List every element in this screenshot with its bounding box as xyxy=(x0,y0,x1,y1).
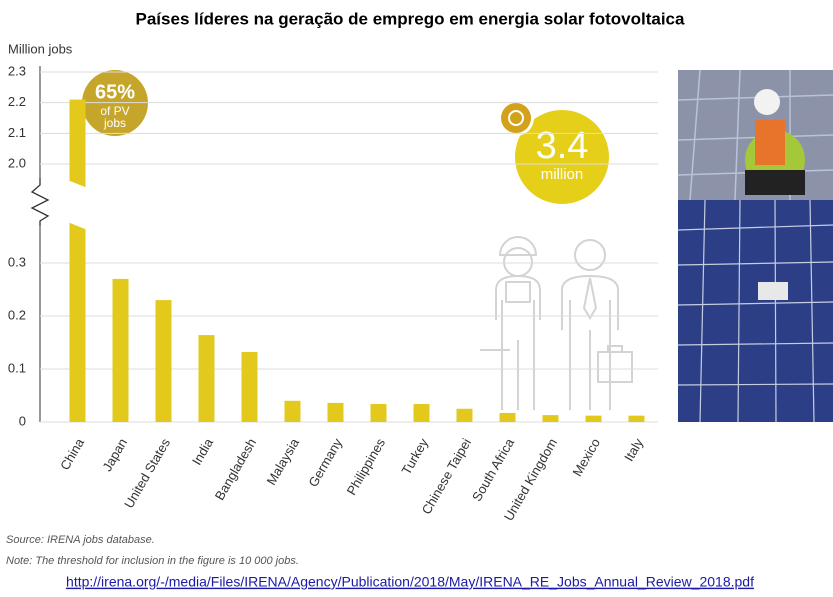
y-tick-label: 0.3 xyxy=(8,254,26,269)
x-tick-label: Italy xyxy=(621,435,646,464)
bar xyxy=(413,403,430,422)
sun-icon xyxy=(501,103,531,133)
y-tick-label: 0.2 xyxy=(8,307,26,322)
y-tick-label: 2.1 xyxy=(8,125,26,140)
x-tick-label: Japan xyxy=(99,436,130,474)
x-tick-label: Philippines xyxy=(344,435,389,497)
bar xyxy=(69,99,86,422)
x-tick-label: Malaysia xyxy=(263,435,302,488)
note: Note: The threshold for inclusion in the… xyxy=(6,555,299,567)
x-tick-label: India xyxy=(189,435,216,468)
x-tick-label: China xyxy=(57,435,87,473)
worker-icons xyxy=(480,236,633,410)
bar xyxy=(198,335,215,422)
bar-break xyxy=(67,180,88,230)
bar xyxy=(327,402,344,422)
y-tick-label: 2.0 xyxy=(8,155,26,170)
source: Source: IRENA jobs database. xyxy=(6,534,155,546)
chart-title: Países líderes na geração de emprego em … xyxy=(136,9,685,28)
y-tick-label: 2.2 xyxy=(8,94,26,109)
bar xyxy=(155,300,172,422)
bar xyxy=(499,412,516,422)
y-tick-label: 0 xyxy=(19,413,26,428)
x-tick-label: Mexico xyxy=(569,436,603,479)
bar xyxy=(585,415,602,422)
axis-break xyxy=(30,178,50,226)
annotation: jobs xyxy=(103,116,126,130)
annotation: 3.4 xyxy=(536,125,589,167)
x-tick-label: United States xyxy=(121,435,173,511)
bar xyxy=(370,403,387,422)
annotation: million xyxy=(541,166,584,183)
photo xyxy=(677,69,833,423)
source-link[interactable]: http://irena.org/-/media/Files/IRENA/Age… xyxy=(66,574,754,590)
annotation: 65% xyxy=(95,81,135,103)
x-tick-label: Turkey xyxy=(398,435,431,477)
x-tick-label: South Africa xyxy=(469,435,517,504)
bar xyxy=(456,408,473,422)
x-tick-label: Bangladesh xyxy=(212,436,259,503)
bar xyxy=(241,352,258,422)
bar xyxy=(628,415,645,422)
x-tick-label: Germany xyxy=(305,435,345,489)
sun-icon xyxy=(508,110,524,126)
y-tick-label: 2.3 xyxy=(8,63,26,78)
y-axis-label: Million jobs xyxy=(8,41,73,56)
bar xyxy=(112,278,129,422)
bar xyxy=(542,415,559,422)
y-tick-label: 0.1 xyxy=(8,360,26,375)
bar xyxy=(284,400,301,422)
annotation: of PV xyxy=(100,104,129,118)
